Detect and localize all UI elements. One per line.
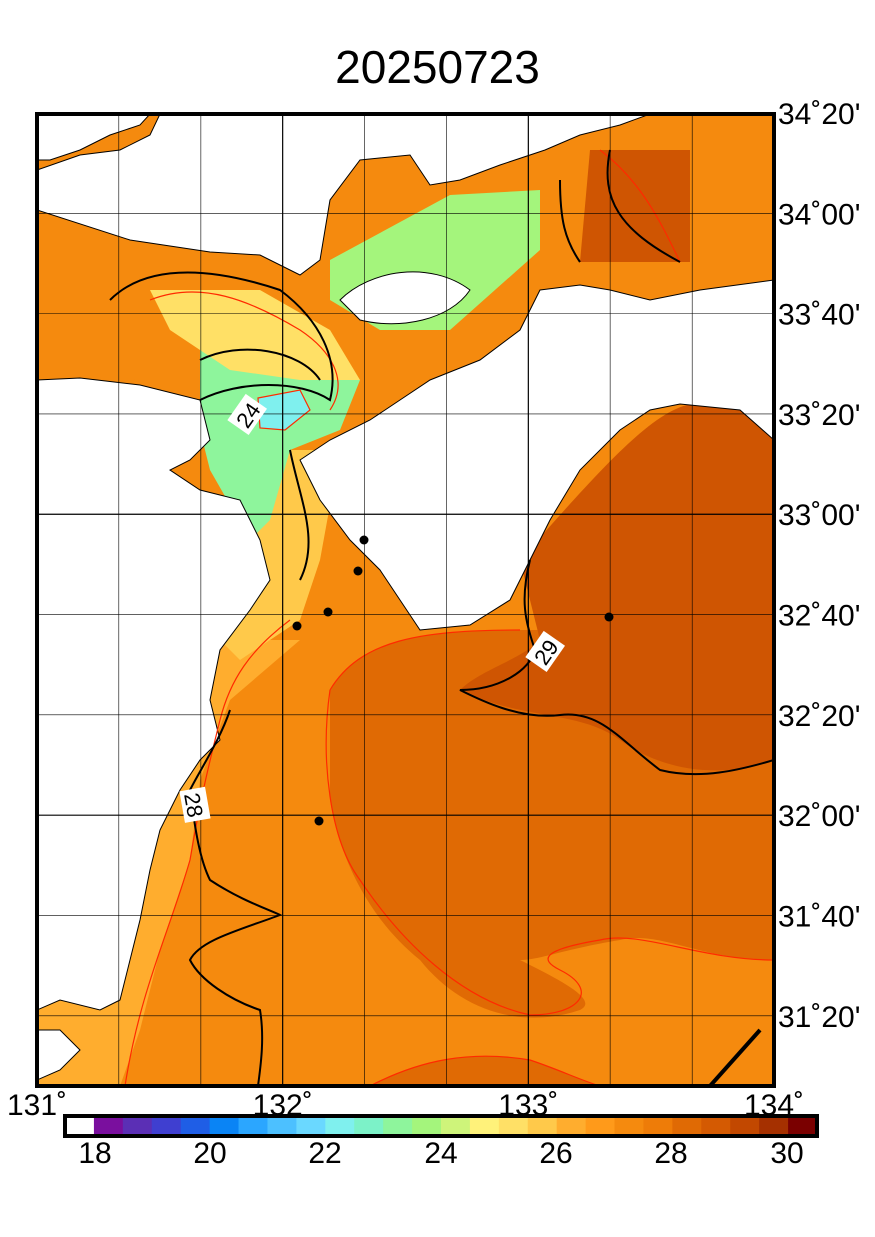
contour-label-28: 28 bbox=[179, 786, 211, 823]
colorbar-swatch-5 bbox=[209, 1116, 240, 1136]
lat-label-7: 32˚00' bbox=[778, 800, 860, 833]
colorbar-swatch-4 bbox=[180, 1116, 211, 1136]
colorbar-swatch-3 bbox=[151, 1116, 182, 1136]
station-4 bbox=[292, 621, 302, 631]
isoline-g bbox=[599, 149, 681, 263]
sea-warm-core bbox=[460, 403, 774, 771]
sea-24-25 bbox=[200, 340, 360, 540]
colorbar bbox=[63, 1114, 819, 1138]
colorbar-swatch-2 bbox=[122, 1116, 153, 1136]
stations bbox=[292, 535, 614, 826]
colorbar-labels: 18 20 22 24 26 28 30 bbox=[78, 1137, 803, 1170]
colorbar-swatch-16 bbox=[527, 1116, 558, 1136]
colorbar-swatch-18 bbox=[585, 1116, 616, 1136]
colorbar-tick-24: 24 bbox=[424, 1137, 457, 1170]
colorbar-swatch-8 bbox=[296, 1116, 326, 1136]
isolines-red bbox=[124, 149, 774, 1086]
sea-yellow-band bbox=[150, 290, 360, 380]
colorbar-swatch-1 bbox=[93, 1116, 124, 1136]
isoline-d bbox=[369, 1055, 601, 1086]
colorbar-swatch-22 bbox=[701, 1116, 731, 1136]
isoline-b bbox=[325, 689, 774, 1016]
colorbar-swatch-11 bbox=[383, 1116, 413, 1136]
station-5 bbox=[604, 612, 614, 622]
land-honshu-west bbox=[37, 114, 651, 276]
colorbar-swatch-12 bbox=[412, 1116, 442, 1136]
colorbar-swatch-19 bbox=[614, 1116, 644, 1136]
colorbar-swatch-0 bbox=[65, 1116, 95, 1136]
lon-label-131: 131˚ bbox=[7, 1089, 67, 1122]
colorbar-frame bbox=[63, 1114, 819, 1138]
lat-label-6: 32˚20' bbox=[778, 700, 860, 733]
colorbar-tick-28: 28 bbox=[654, 1137, 687, 1170]
contour-ne2 bbox=[559, 179, 581, 263]
contour-inner bbox=[199, 348, 321, 381]
land-sw bbox=[37, 1029, 81, 1081]
colorbar-tick-18: 18 bbox=[78, 1137, 111, 1170]
colorbar-swatch-7 bbox=[267, 1116, 297, 1136]
colorbar-swatch-17 bbox=[556, 1116, 587, 1136]
station-2 bbox=[353, 566, 363, 576]
lat-label-3: 33˚20' bbox=[778, 399, 860, 432]
colorbar-swatch-20 bbox=[643, 1116, 673, 1136]
station-6 bbox=[314, 816, 324, 826]
map-title: 20250723 bbox=[335, 41, 540, 93]
map-frame bbox=[35, 112, 776, 1088]
sea-ne-core bbox=[580, 150, 690, 262]
isoline-e bbox=[149, 291, 339, 411]
land-kyushu bbox=[37, 377, 271, 1011]
colorbar-tick-26: 26 bbox=[539, 1137, 572, 1170]
lat-label-8: 31˚40' bbox=[778, 900, 860, 933]
land bbox=[37, 114, 774, 1081]
contour-nw bbox=[109, 271, 334, 402]
colorbar-swatch-25 bbox=[788, 1116, 818, 1136]
lat-label-9: 31˚20' bbox=[778, 1001, 860, 1034]
colorbar-swatch-6 bbox=[238, 1116, 268, 1136]
lat-label-0: 34˚20' bbox=[778, 98, 860, 131]
contour-se bbox=[708, 1028, 762, 1086]
colorbar-swatch-10 bbox=[354, 1116, 384, 1136]
station-1 bbox=[359, 535, 369, 545]
colorbar-tick-20: 20 bbox=[193, 1137, 226, 1170]
lat-label-1: 34˚00' bbox=[778, 198, 860, 231]
colorbar-swatch-24 bbox=[759, 1116, 789, 1136]
svg-text:28: 28 bbox=[179, 791, 208, 819]
colorbar-swatch-21 bbox=[672, 1116, 702, 1136]
colorbar-swatch-13 bbox=[441, 1116, 471, 1136]
isoline-a bbox=[329, 629, 521, 691]
colorbar-swatch-9 bbox=[325, 1116, 355, 1136]
colorbar-tick-22: 22 bbox=[308, 1137, 341, 1170]
isoline-f bbox=[257, 389, 311, 431]
latitude-labels: 34˚20' 34˚00' 33˚40' 33˚20' 33˚00' 32˚40' 32˚2… bbox=[778, 98, 860, 1034]
colorbar-swatch-15 bbox=[498, 1116, 529, 1136]
lat-label-4: 33˚00' bbox=[778, 499, 860, 532]
station-3 bbox=[323, 607, 333, 617]
lat-label-2: 33˚40' bbox=[778, 299, 860, 332]
land-inland-island bbox=[339, 271, 471, 325]
colorbar-swatch-14 bbox=[469, 1116, 500, 1136]
colorbar-tick-30: 30 bbox=[770, 1137, 803, 1170]
lat-label-5: 32˚40' bbox=[778, 600, 860, 633]
colorbar-swatch-23 bbox=[730, 1116, 760, 1136]
land-shikoku bbox=[299, 279, 774, 631]
contour-channel bbox=[289, 449, 310, 581]
contour-ne bbox=[606, 149, 681, 263]
